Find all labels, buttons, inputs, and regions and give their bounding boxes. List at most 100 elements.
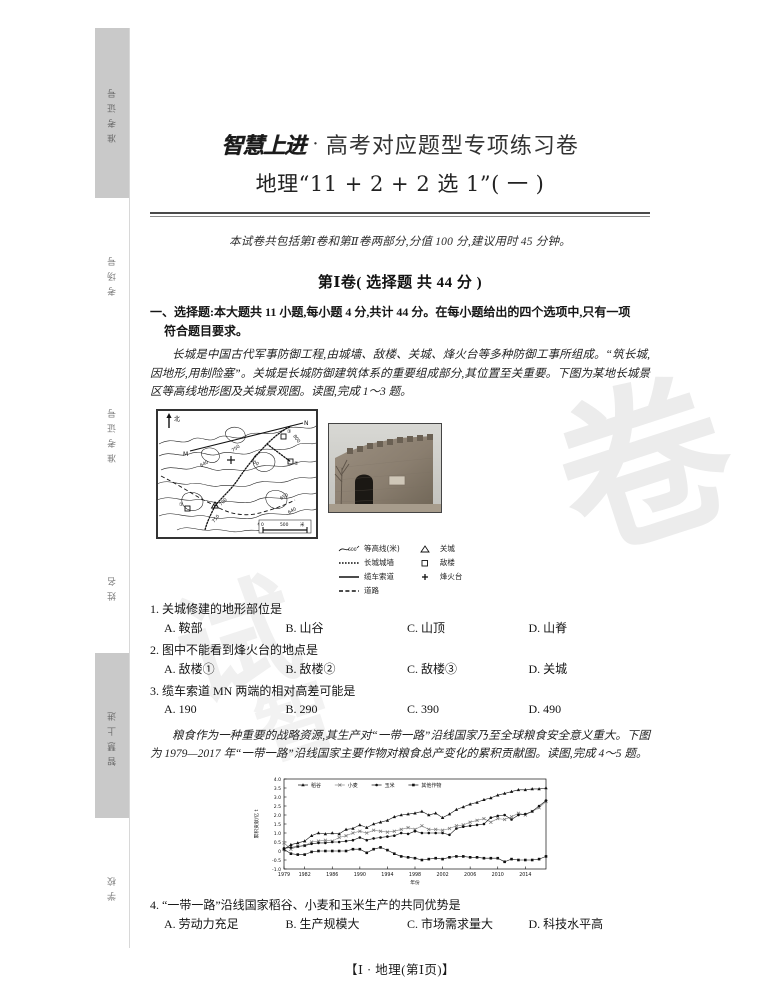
legend-label-guancheng: 关城 [439, 544, 455, 554]
svg-text:①: ① [179, 502, 184, 508]
grain-contribution-chart: -1.0 -0.5 0 0.5 1.0 1.5 2.0 2.5 3.0 3.5 4.0 1979 198… [250, 773, 550, 891]
question-2-option-b[interactable]: B. 敌楼② [285, 661, 336, 676]
strip-segment-3: 姓名 [95, 523, 129, 648]
svg-text:640: 640 [287, 506, 298, 516]
svg-text:③: ③ [287, 429, 291, 435]
question-4: 4. “一带一路”沿线国家稻谷、小麦和玉米生产的共同优势是 A. 劳动力充足 B… [150, 897, 650, 933]
strip-label-4: 智慧上进 [107, 705, 118, 766]
question-4-option-c[interactable]: C. 市场需求量大 [407, 916, 494, 931]
svg-text:-0.5: -0.5 [272, 858, 281, 864]
svg-text:-1.0: -1.0 [272, 867, 281, 873]
brand-separator: · [312, 132, 319, 155]
contour-map-svg: 北 [157, 410, 317, 539]
legend-item-road: 道路 [338, 585, 400, 596]
triangle-icon [414, 545, 436, 553]
svg-text:累积贡献/亿 t: 累积贡献/亿 t [253, 810, 260, 839]
svg-text:0.5: 0.5 [274, 840, 281, 846]
figure-1: 北 [150, 409, 650, 540]
svg-text:2.5: 2.5 [274, 804, 281, 810]
question-2-text: 图中不能看到烽火台的地点是 [162, 643, 319, 658]
solid-line-icon [338, 573, 360, 581]
question-2-option-a[interactable]: A. 敌楼① [164, 661, 215, 676]
svg-text:600: 600 [348, 547, 357, 553]
question-4-options: A. 劳动力充足 B. 生产规模大 C. 市场需求量大 D. 科技水平高 [150, 916, 650, 933]
svg-text:0: 0 [278, 849, 281, 855]
question-4-option-b[interactable]: B. 生产规模大 [285, 916, 360, 931]
svg-text:640: 640 [199, 460, 210, 469]
legend-label-wall: 长城城墙 [364, 558, 394, 568]
strip-segment-0: 准考证号 [95, 28, 129, 198]
svg-text:年份: 年份 [410, 879, 420, 886]
svg-text:1986: 1986 [326, 872, 338, 878]
strip-label-0: 准考证号 [107, 83, 118, 143]
question-3-number: 3. [150, 683, 159, 698]
strip-label-1: 考场号 [107, 250, 118, 296]
question-1-option-d[interactable]: D. 山脊 [528, 620, 568, 635]
map-symbol-beacon [227, 456, 235, 465]
map-symbol-dilou-1: ① [179, 502, 191, 512]
legend-column-right: 关城 敌楼 烽火台 [414, 543, 463, 596]
question-1-number: 1. [150, 602, 159, 617]
question-3-option-d[interactable]: D. 490 [528, 702, 562, 717]
question-3-text: 缆车索道 MN 两端的相对高差可能是 [162, 683, 356, 698]
section-heading: 第Ⅰ卷( 选择题 共 44 分 ) [317, 275, 483, 291]
svg-text:1.5: 1.5 [274, 822, 281, 828]
svg-text:4.0: 4.0 [274, 777, 281, 783]
question-4-option-a[interactable]: A. 劳动力充足 [164, 916, 239, 931]
map-label-m: M [183, 451, 188, 458]
svg-text:1979: 1979 [278, 872, 290, 878]
map-scale-bar: 0 500 米 [258, 520, 312, 534]
legend-label-road: 道路 [364, 586, 379, 596]
legend-label-cablecar: 缆车索道 [364, 572, 394, 582]
map-symbol-guancheng [210, 501, 220, 509]
passage-1: 长城是中国古代军事防御工程,由城墙、敌楼、关城、烽火台等多种防御工事所组成。“筑… [150, 349, 650, 398]
question-3-option-b[interactable]: B. 290 [285, 702, 318, 717]
svg-text:750: 750 [211, 514, 221, 525]
header-divider [150, 212, 650, 217]
strip-label-5: 学校 [107, 870, 118, 901]
map-legend: 600 等高线(米) 长城城墙 缆车索道 [338, 543, 650, 596]
brand-logo: 智慧上进 [221, 134, 306, 159]
instruction-line-1: 一、选择题:本大题共 11 小题,每小题 4 分,共计 44 分。在每小题给出的… [150, 305, 631, 319]
svg-text:650: 650 [279, 492, 290, 502]
svg-text:2006: 2006 [464, 872, 476, 878]
question-4-stem: 4. “一带一路”沿线国家稻谷、小麦和玉米生产的共同优势是 [150, 897, 650, 914]
legend-item-wall: 长城城墙 [338, 557, 400, 568]
question-3-options: A. 190 B. 290 C. 390 D. 490 [150, 701, 650, 718]
svg-text:2014: 2014 [519, 872, 531, 878]
page-footer: 【Ⅰ · 地理(第Ⅰ页)】 [344, 963, 456, 978]
contour-map: 北 [156, 409, 318, 540]
legend-label-dilou: 敌楼 [439, 558, 455, 568]
strip-segment-5: 学校 [95, 823, 129, 948]
question-4-option-d[interactable]: D. 科技水平高 [528, 916, 604, 931]
square-icon [414, 559, 436, 567]
svg-text:2.0: 2.0 [274, 813, 281, 819]
subject-title: 地理“11 + 2 + 2 选 1”( 一 ) [255, 172, 545, 196]
legend-item-cablecar: 缆车索道 [338, 571, 400, 582]
question-1-option-a[interactable]: A. 鞍部 [164, 620, 203, 635]
question-3-option-c[interactable]: C. 390 [407, 702, 440, 717]
svg-text:3.5: 3.5 [274, 786, 281, 792]
svg-text:2010: 2010 [492, 872, 504, 878]
svg-text:北: 北 [174, 415, 180, 423]
map-symbol-dilou-2: ② [287, 458, 299, 467]
strip-segment-1: 考场号 [95, 203, 129, 343]
question-2-option-c[interactable]: C. 敌楼③ [407, 661, 458, 676]
dashed-line-icon [338, 587, 360, 595]
brand-title: 高考对应题型专项练习卷 [325, 134, 579, 159]
question-1-text: 关城修建的地形部位是 [162, 602, 283, 617]
map-symbol-dilou-3: ③ [280, 429, 291, 440]
question-1-option-b[interactable]: B. 山谷 [285, 620, 324, 635]
question-3: 3. 缆车索道 MN 两端的相对高差可能是 A. 190 B. 290 C. 3… [150, 683, 650, 719]
question-1-option-c[interactable]: C. 山顶 [407, 620, 446, 635]
question-2-option-d[interactable]: D. 关城 [528, 661, 568, 676]
legend-item-guancheng: 关城 [414, 543, 463, 554]
svg-text:1994: 1994 [381, 872, 393, 878]
question-3-option-a[interactable]: A. 190 [164, 702, 197, 717]
contour-line-icon: 600 [338, 545, 360, 553]
question-2-stem: 2. 图中不能看到烽火台的地点是 [150, 642, 650, 659]
svg-text:1990: 1990 [354, 872, 366, 878]
legend-item-contour: 600 等高线(米) [338, 543, 400, 554]
content-column: 智慧上进 · 高考对应题型专项练习卷 地理“11 + 2 + 2 选 1”( 一… [150, 0, 650, 978]
question-3-stem: 3. 缆车索道 MN 两端的相对高差可能是 [150, 683, 650, 700]
